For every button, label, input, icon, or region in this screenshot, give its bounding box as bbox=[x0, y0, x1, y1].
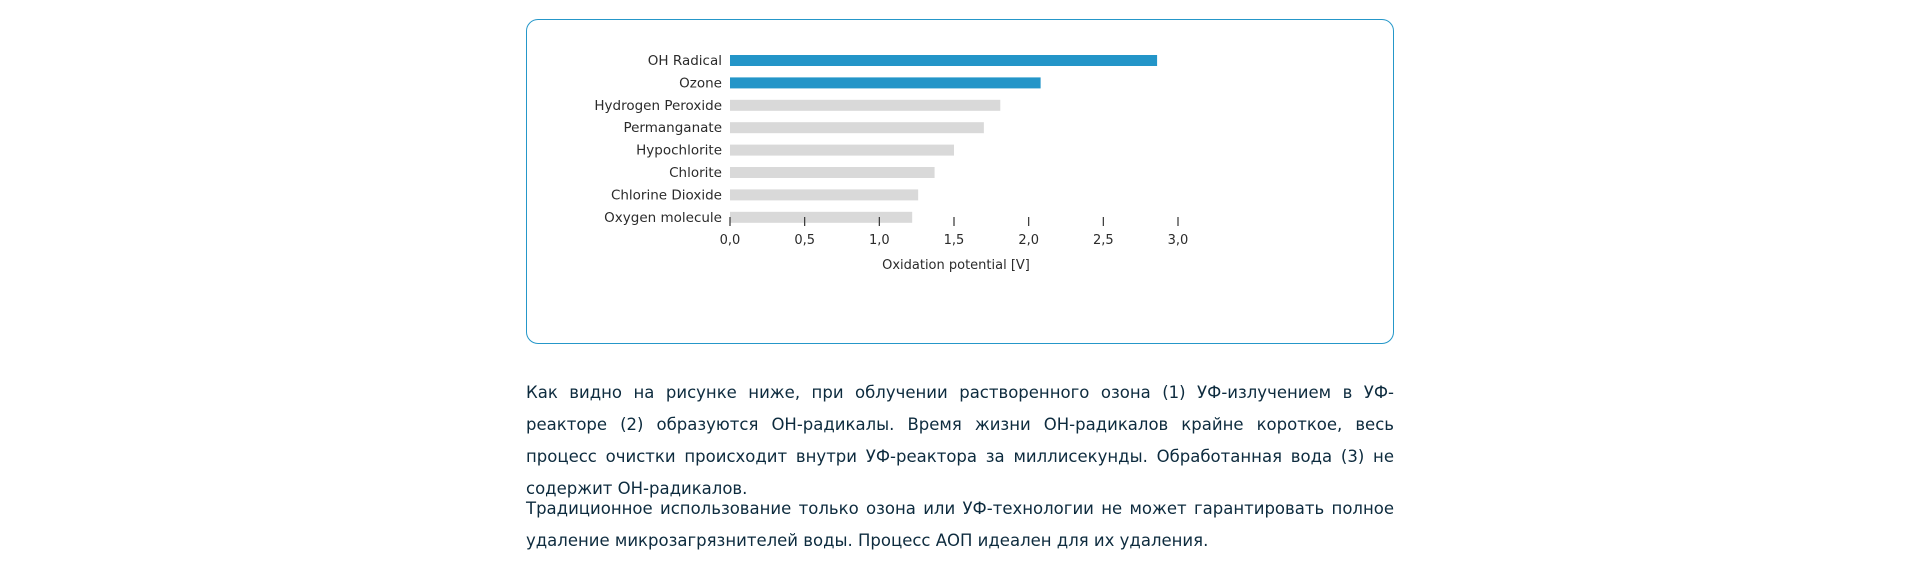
category-label: Hypochlorite bbox=[636, 143, 722, 159]
x-tick-label: 0,0 bbox=[720, 233, 741, 248]
x-axis-title: Oxidation potential [V] bbox=[882, 258, 1030, 273]
bar-oxygen-molecule bbox=[730, 211, 913, 223]
category-labels: OH Radical Ozone Hydrogen Peroxide Permanga… bbox=[594, 53, 722, 226]
bars-layer bbox=[730, 55, 1158, 223]
bar-ozone bbox=[730, 77, 1041, 89]
x-tick-label: 2,5 bbox=[1093, 233, 1114, 248]
category-label: Permanganate bbox=[623, 120, 722, 136]
article-paragraph-1: Как видно на рисунке ниже, при облучении… bbox=[526, 377, 1394, 505]
oxidation-potential-chart-card: OH Radical Ozone Hydrogen Peroxide Permanga… bbox=[526, 19, 1394, 344]
category-label: Chlorine Dioxide bbox=[611, 187, 722, 203]
category-label: OH Radical bbox=[648, 53, 722, 69]
x-tick-label: 1,5 bbox=[944, 233, 965, 248]
bar-hydrogen-peroxide bbox=[730, 99, 1001, 111]
paragraph-text: Традиционное использование только озона … bbox=[526, 499, 1394, 550]
x-axis: 0,0 0,5 1,0 1,5 2,0 2,5 3,0 bbox=[720, 217, 1189, 248]
bar-oh-radical bbox=[730, 55, 1158, 66]
article-paragraph-2: Традиционное использование только озона … bbox=[526, 493, 1394, 557]
category-label: Hydrogen Peroxide bbox=[594, 98, 722, 114]
bar-chlorite bbox=[730, 167, 935, 178]
oxidation-potential-chart: OH Radical Ozone Hydrogen Peroxide Permanga… bbox=[594, 53, 1189, 273]
paragraph-text: Как видно на рисунке ниже, при облучении… bbox=[526, 383, 1394, 498]
category-label: Chlorite bbox=[669, 165, 722, 181]
bar-chlorine-dioxide bbox=[730, 189, 919, 201]
bar-hypochlorite bbox=[730, 144, 954, 156]
category-label: Oxygen molecule bbox=[604, 210, 722, 226]
x-tick-label: 3,0 bbox=[1168, 233, 1189, 248]
x-tick-label: 0,5 bbox=[794, 233, 815, 248]
x-tick-label: 1,0 bbox=[869, 233, 890, 248]
category-label: Ozone bbox=[679, 75, 722, 91]
x-tick-label: 2,0 bbox=[1018, 233, 1039, 248]
bar-permanganate bbox=[730, 122, 984, 134]
